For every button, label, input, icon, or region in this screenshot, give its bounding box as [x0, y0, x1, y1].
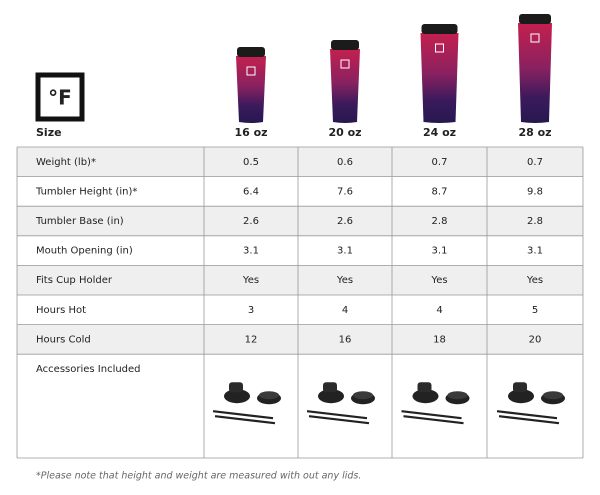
row-bg — [17, 265, 583, 295]
row-bg — [17, 324, 583, 355]
tumbler-lid — [421, 24, 458, 34]
cell-value: 3.1 — [243, 246, 259, 257]
flat-lid-top — [543, 391, 563, 400]
cell-value: 2.6 — [337, 216, 353, 227]
tumbler-logo — [340, 59, 350, 69]
cell-value: 2.8 — [432, 216, 448, 227]
logo-box — [35, 72, 85, 122]
cell-value: Yes — [336, 275, 353, 286]
cell-value: Yes — [526, 275, 543, 286]
row-label: Hours Cold — [36, 334, 91, 345]
tumbler-logo — [530, 33, 540, 43]
tumbler-lid — [331, 40, 359, 50]
tumbler-logo — [246, 66, 256, 76]
row-label: Tumbler Height (in)* — [35, 186, 137, 197]
size-column: 16 oz — [234, 126, 267, 139]
cell-value: 0.7 — [432, 157, 448, 168]
straw — [214, 415, 276, 425]
accessories — [496, 382, 565, 425]
flip-lid — [412, 389, 439, 404]
flat-lid-top — [353, 391, 373, 400]
straw — [498, 415, 560, 425]
cell-value: 3.1 — [432, 246, 448, 257]
row-label: Weight (lb)* — [36, 157, 96, 168]
cell-value: 7.6 — [337, 186, 353, 197]
tumbler-body — [330, 49, 360, 123]
cell-value: Yes — [242, 275, 259, 286]
cell-value: 20 — [529, 334, 542, 345]
size-column: 20 oz — [328, 126, 361, 139]
logo: °F — [48, 86, 72, 110]
cell-value: 12 — [245, 334, 258, 345]
tumbler — [420, 24, 459, 123]
row-label: Hours Hot — [36, 305, 86, 316]
flip-lid-top — [323, 382, 337, 393]
flat-lid-top — [259, 391, 279, 400]
size-column: 28 oz — [518, 126, 551, 139]
row-label: Accessories Included — [36, 364, 141, 375]
accessories — [306, 382, 375, 425]
row-bg — [17, 354, 583, 458]
row-bg — [17, 176, 583, 207]
straw — [401, 410, 462, 420]
flip-lid — [508, 389, 534, 404]
cell-value: 4 — [342, 305, 348, 316]
cell-value: 3 — [248, 305, 254, 316]
straw — [308, 415, 370, 425]
row-bg — [17, 235, 583, 266]
row-bg — [17, 147, 583, 177]
tumbler-body — [420, 33, 459, 123]
cell-value: 16 — [339, 334, 352, 345]
row-label: Mouth Opening (in) — [36, 246, 133, 257]
row-bg — [17, 295, 583, 325]
size-column: 24 oz — [423, 126, 456, 139]
straw — [403, 415, 464, 425]
flip-lid-top — [229, 382, 243, 393]
tumbler — [330, 40, 360, 123]
cell-value: 18 — [433, 334, 446, 345]
straw — [496, 410, 558, 420]
cell-value: 0.7 — [527, 157, 543, 168]
cell-value: 5 — [532, 305, 538, 316]
row-bg — [17, 206, 583, 236]
size-label: Size — [36, 126, 62, 139]
cell-value: 4 — [436, 305, 442, 316]
tumbler-lid — [237, 47, 265, 57]
cell-value: 8.7 — [432, 186, 448, 197]
flat-lid-top — [447, 391, 468, 400]
straw — [212, 410, 274, 420]
row-label: Fits Cup Holder — [36, 275, 113, 286]
cell-value: 2.8 — [527, 216, 543, 227]
cell-value: 9.8 — [527, 186, 543, 197]
cell-value: 6.4 — [243, 186, 259, 197]
cell-value: 0.6 — [337, 157, 353, 168]
tumbler-logo — [435, 43, 444, 53]
straw — [306, 410, 368, 420]
tumbler — [236, 47, 266, 123]
cell-value: 3.1 — [527, 246, 543, 257]
flip-lid-top — [513, 382, 527, 393]
flip-lid — [318, 389, 344, 404]
row-label: Tumbler Base (in) — [35, 216, 124, 227]
tumbler-lid — [519, 14, 551, 24]
flip-lid-top — [417, 382, 432, 393]
tumbler — [518, 14, 552, 123]
tumbler-body — [518, 23, 552, 123]
cell-value: 3.1 — [337, 246, 353, 257]
tumbler-body — [236, 56, 266, 123]
accessories — [212, 382, 281, 425]
footnote: *Please note that height and weight are … — [36, 471, 361, 482]
accessories — [401, 382, 470, 425]
cell-value: Yes — [430, 275, 447, 286]
flip-lid — [224, 389, 250, 404]
cell-value: 2.6 — [243, 216, 259, 227]
cell-value: 0.5 — [243, 157, 259, 168]
